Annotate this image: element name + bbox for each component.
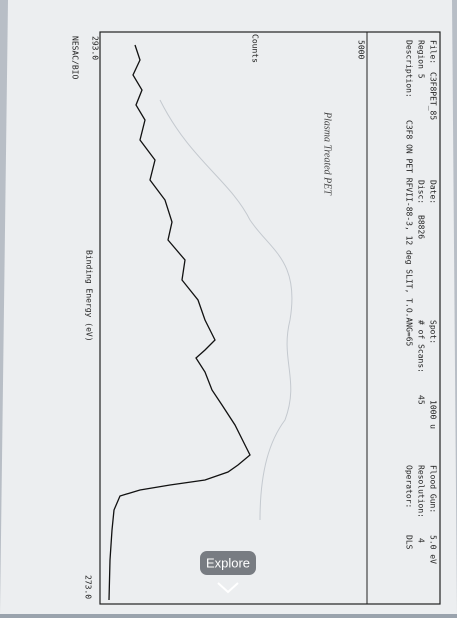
spectrum-curve <box>108 44 251 601</box>
file-label: File: <box>429 40 438 64</box>
disc-label: Disc: <box>417 180 426 204</box>
lab: NESAC/BIO <box>71 36 80 80</box>
y-label: Counts <box>251 34 260 63</box>
x-end: 273.0 <box>84 575 93 599</box>
handwritten-note: Plasma Treated PET <box>322 111 333 196</box>
x-start: 293.0 <box>91 36 100 60</box>
flood: 5.0 eV <box>429 535 438 564</box>
description-label: Description: <box>405 40 414 98</box>
ghost-curve <box>159 99 293 521</box>
scans-label: # of Scans: <box>417 320 426 373</box>
operator: DLS <box>405 535 414 550</box>
spot-label: Spot: <box>429 320 438 344</box>
explore-button[interactable] <box>200 551 256 575</box>
operator-label: Operator: <box>405 465 414 508</box>
date-label: Date: <box>429 180 438 204</box>
spot: 1000 u <box>429 400 438 429</box>
resolution: 4 <box>417 538 426 543</box>
disc: B8826 <box>417 215 426 239</box>
y-tick: 5000 <box>357 40 366 59</box>
printout-text: File: C3F8PET_85 Region 5 Description: D… <box>71 34 438 599</box>
explore-label[interactable]: Explore <box>206 555 250 570</box>
description: C3F8 ON PET RFVII-88-3, 12 deg SLIT, T.O… <box>405 120 414 347</box>
scans: 45 <box>417 395 426 405</box>
flood-label: Flood Gun: <box>429 465 438 513</box>
region: Region 5 <box>417 40 426 79</box>
resolution-label: Resolution: <box>417 465 426 518</box>
x-label: Binding Energy (eV) <box>85 250 94 342</box>
plot-frame <box>99 31 441 605</box>
chevron[interactable] <box>217 582 239 594</box>
file: C3F8PET_85 <box>429 72 438 120</box>
